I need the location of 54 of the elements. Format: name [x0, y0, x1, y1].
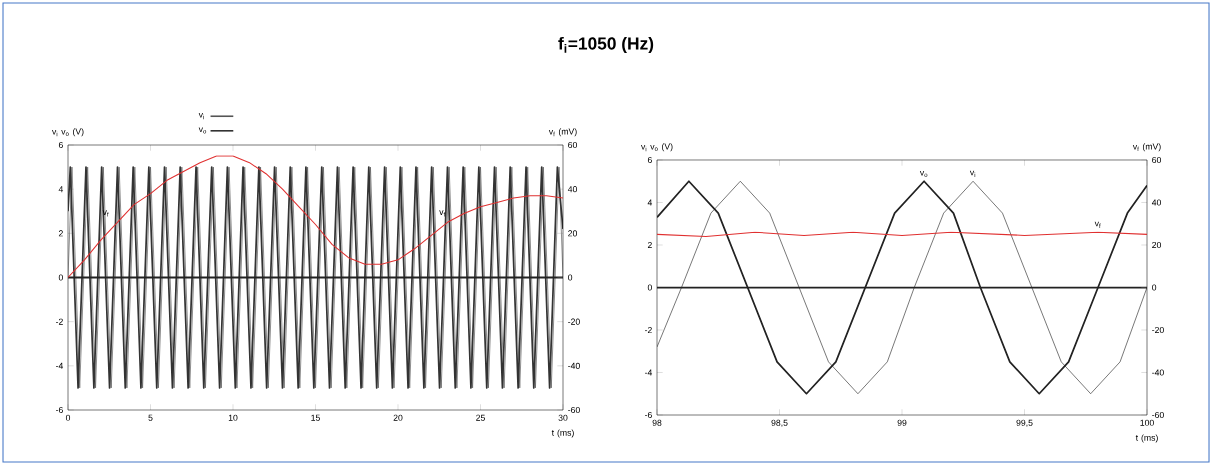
x-tick-label: 25 — [476, 414, 485, 421]
y-tick-label: 4 — [647, 199, 653, 206]
y-tick-label: 0 — [647, 284, 652, 291]
x-tick-label: 20 — [393, 414, 403, 421]
x-tick-label: 15 — [311, 414, 320, 421]
y2-tick-label: 40 — [1151, 199, 1162, 206]
legend-label: v$_{i}$ — [198, 112, 204, 120]
y2-axis-title: v$_{f}$ (mV) — [548, 128, 577, 137]
y2-tick-label: 60 — [1152, 156, 1162, 164]
y2-axis-title: v$_{f}$ (mV) — [1132, 143, 1161, 152]
x-axis-title: t (ms) — [551, 429, 574, 438]
x-tick-label: 99,5 — [1016, 419, 1033, 427]
x-axis-title: t (ms) — [1135, 434, 1158, 443]
series-label: v$_{f}$ — [1094, 221, 1101, 228]
x-tick-label: 100 — [1140, 419, 1154, 426]
y-tick-label: 6 — [58, 141, 63, 149]
y-tick-label: -2 — [644, 326, 652, 334]
y-tick-label: -6 — [644, 411, 652, 419]
y-tick-label: 6 — [647, 156, 652, 164]
y2-tick-label: 0 — [568, 274, 573, 281]
x-tick-label: 0 — [65, 414, 71, 421]
y2-tick-label: 40 — [567, 186, 578, 193]
y-tick-label: -2 — [55, 318, 63, 325]
x-tick-label: 10 — [228, 414, 238, 421]
x-tick-label: 98,5 — [771, 419, 788, 427]
series-label: v$_{i}$ — [969, 170, 976, 177]
y2-tick-label: -40 — [1152, 369, 1164, 376]
y2-tick-label: 0 — [1152, 284, 1157, 291]
y2-tick-label: -40 — [568, 362, 580, 369]
annotation: v$_{f}$ — [102, 210, 109, 217]
x-tick-label: 5 — [148, 414, 153, 421]
y-tick-label: -6 — [55, 406, 63, 414]
y2-tick-label: 20 — [568, 230, 578, 237]
y-tick-label: 2 — [58, 230, 63, 237]
series-label: v$_{o}$ — [919, 171, 928, 177]
x-tick-label: 99 — [897, 419, 907, 426]
y-tick-label: 0 — [58, 274, 63, 281]
x-tick-label: 30 — [558, 414, 568, 421]
y2-tick-label: -60 — [568, 406, 580, 414]
y2-tick-label: 60 — [568, 141, 578, 149]
y-axis-title: v$_{i}$ v$_{o}$ (V) — [52, 128, 84, 137]
y2-tick-label: -20 — [568, 318, 580, 325]
chart-title: f$_{i}$=1050 (Hz) — [558, 36, 654, 54]
annotation: v$_{f}$ — [439, 210, 446, 217]
y2-tick-label: -20 — [1152, 326, 1164, 334]
y-tick-label: -4 — [644, 369, 653, 376]
y-tick-label: 2 — [647, 241, 652, 249]
x-tick-label: 98 — [652, 419, 662, 426]
y-axis-title: v$_{i}$ v$_{o}$ (V) — [641, 143, 673, 152]
y2-tick-label: -60 — [1152, 411, 1164, 419]
y-tick-label: -4 — [55, 362, 64, 369]
y-tick-label: 4 — [58, 186, 64, 193]
legend-label: v$_{o}$ — [198, 127, 207, 134]
y2-tick-label: 20 — [1152, 241, 1162, 249]
